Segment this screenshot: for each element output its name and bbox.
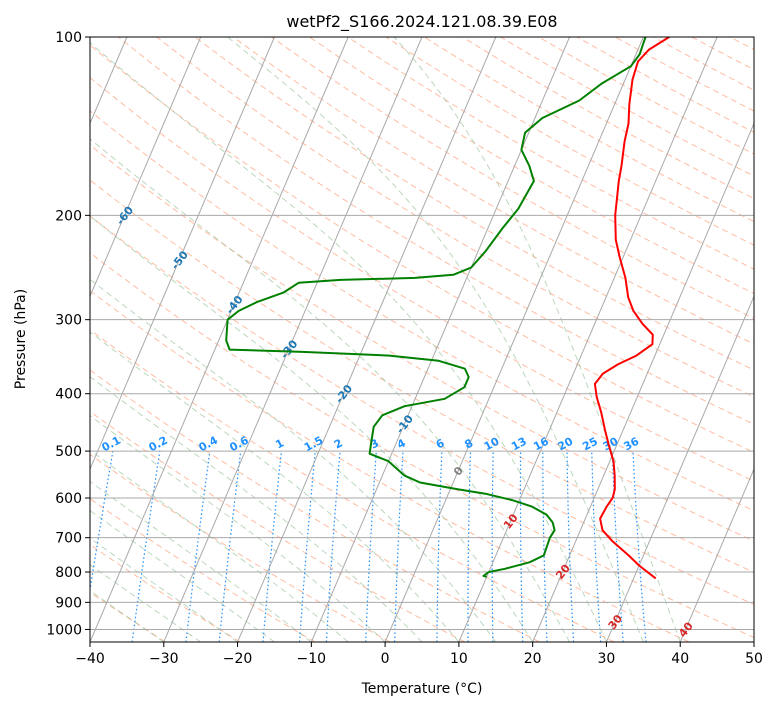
moist-adiabat	[90, 509, 275, 642]
isotherm-line	[310, 37, 571, 642]
moist-adiabat	[90, 415, 386, 642]
y-tick-label: 100	[55, 30, 82, 46]
x-tick-label: 40	[671, 651, 689, 667]
dry-adiabat	[309, 37, 754, 295]
isotherm-line	[163, 37, 423, 642]
mixing-ratio-label: 13	[509, 435, 529, 454]
dewpoint-profile-line	[225, 37, 647, 578]
x-tick-label: −10	[297, 651, 327, 667]
isotherm-line	[532, 122, 754, 642]
mixing-ratio-label: 20	[556, 435, 576, 454]
x-tick-label: 50	[745, 651, 763, 667]
mixing-ratio-line	[262, 451, 283, 642]
moist-adiabat	[90, 564, 201, 642]
isotherm-line	[679, 467, 754, 642]
y-tick-label: 300	[55, 313, 82, 329]
moist-adiabat	[393, 37, 681, 642]
dry-adiabat	[232, 37, 754, 345]
isotherm-line	[458, 37, 718, 642]
y-axis-label: Pressure (hPa)	[13, 289, 29, 389]
moist-adiabat	[90, 480, 312, 642]
axes-frame	[89, 36, 755, 643]
dry-adiabat	[90, 498, 316, 642]
dry-adiabat	[90, 44, 754, 453]
y-tick-label: 400	[55, 387, 82, 403]
mixing-ratio-label: 36	[622, 435, 642, 454]
moist-adiabat	[90, 278, 497, 642]
x-axis-label: Temperature (°C)	[361, 681, 483, 697]
temperature-profile-line	[593, 37, 670, 580]
dry-adiabat	[90, 215, 754, 606]
isotherm-line	[605, 295, 754, 642]
moist-adiabat	[90, 138, 571, 642]
dry-adiabat	[90, 144, 754, 542]
dry-adiabat	[90, 369, 540, 642]
y-tick-label: 1000	[46, 622, 82, 638]
moist-adiabat	[227, 37, 644, 642]
moist-adiabat	[90, 537, 238, 642]
mixing-ratio-label: 10	[482, 435, 502, 454]
dry-adiabat	[90, 179, 754, 573]
dry-adiabat	[194, 37, 754, 371]
mixing-ratio-label: 30	[601, 435, 621, 454]
y-tick-label: 800	[55, 565, 82, 581]
y-tick-label: 600	[55, 491, 82, 507]
mixing-ratio-line	[218, 451, 242, 642]
y-tick-label: 700	[55, 531, 82, 547]
moist-adiabat	[90, 331, 460, 642]
dry-adiabats	[90, 37, 754, 642]
isotherm-line	[237, 37, 497, 642]
x-tick-label: 20	[524, 651, 542, 667]
x-tick-label: 30	[598, 651, 616, 667]
y-tick-label: 900	[55, 595, 82, 611]
profiles	[225, 37, 670, 580]
mixing-ratio-line	[299, 451, 316, 642]
isotherm-line	[90, 37, 349, 642]
dry-adiabat	[90, 453, 391, 642]
x-tick-label: −30	[149, 651, 179, 667]
isotherms	[90, 37, 754, 642]
isotherm-line	[90, 37, 275, 471]
y-tick-label: 500	[55, 444, 82, 460]
x-ticks: −40 −30 −20 −10 0 10 20 30 40 50	[75, 642, 763, 667]
y-ticks: 100 200 300 400 500 600 700 800 900 1000	[46, 30, 90, 638]
dry-adiabat	[90, 329, 615, 642]
y-tick-label: 200	[55, 208, 82, 224]
dry-adiabat	[90, 76, 754, 482]
plot-area: 0.10.20.40.611.52346810131620253036-100-…	[90, 37, 754, 642]
isotherm-line	[384, 37, 644, 642]
mixing-ratio-label: 16	[531, 435, 551, 454]
x-tick-label: 10	[450, 651, 468, 667]
x-tick-label: −40	[75, 651, 105, 667]
moist-adiabat	[90, 42, 607, 642]
mixing-ratio-line	[185, 451, 211, 642]
mixing-ratio-line	[632, 451, 647, 642]
moist-adiabats	[90, 37, 681, 642]
x-tick-label: −20	[223, 651, 253, 667]
mixing-ratio-label: 25	[580, 435, 600, 454]
moist-adiabat	[90, 589, 165, 642]
dry-adiabat	[90, 252, 754, 639]
pressure-gridlines	[90, 37, 754, 630]
x-tick-label: 0	[381, 651, 390, 667]
isotherm-line	[90, 37, 202, 298]
chart-title: wetPf2_S166.2024.121.08.39.E08	[286, 12, 557, 32]
moist-adiabat	[90, 215, 534, 642]
